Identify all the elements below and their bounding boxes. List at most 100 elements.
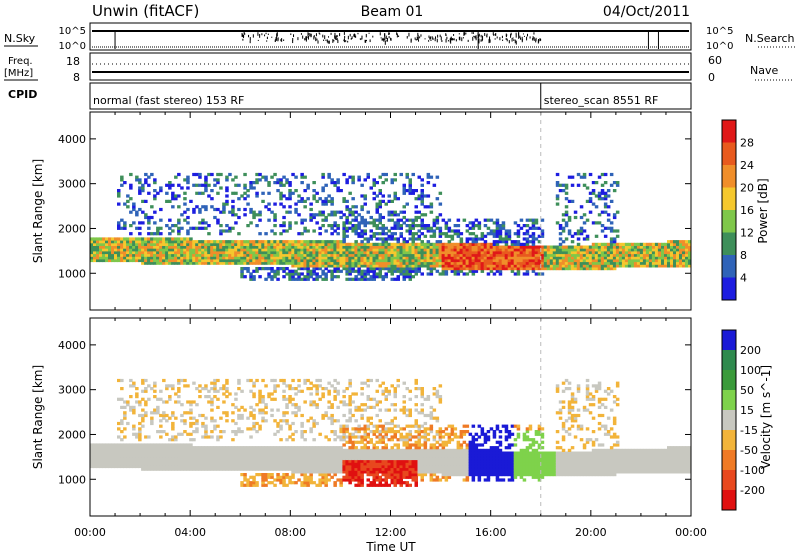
heatmap-cell bbox=[324, 478, 328, 482]
heatmap-cell bbox=[327, 416, 331, 420]
heatmap-cell bbox=[462, 250, 467, 255]
heatmap-cell bbox=[465, 242, 470, 246]
heatmap-cell bbox=[567, 264, 572, 268]
heatmap-cell bbox=[450, 269, 455, 273]
heatmap-cell bbox=[342, 256, 346, 260]
heatmap-cell bbox=[501, 267, 506, 271]
heatmap-cell bbox=[447, 218, 452, 222]
heatmap-cell bbox=[264, 462, 268, 466]
heatmap-cell bbox=[201, 435, 205, 439]
heatmap-cell bbox=[510, 245, 515, 249]
heatmap-cell bbox=[150, 256, 154, 260]
heatmap-cell bbox=[354, 419, 358, 423]
heatmap-cell bbox=[222, 462, 226, 466]
heatmap-cell bbox=[246, 454, 250, 458]
heatmap-cell bbox=[207, 435, 211, 439]
heatmap-cell bbox=[303, 481, 307, 485]
heatmap-cell bbox=[489, 229, 494, 233]
heatmap-cell bbox=[621, 264, 626, 268]
heatmap-cell bbox=[291, 397, 295, 401]
heatmap-cell bbox=[219, 448, 223, 452]
heatmap-cell bbox=[282, 481, 286, 485]
heatmap-cell bbox=[159, 240, 163, 244]
heatmap-cell bbox=[153, 189, 157, 193]
heatmap-cell bbox=[156, 237, 160, 241]
heatmap-cell bbox=[492, 221, 497, 225]
heatmap-cell bbox=[378, 245, 382, 249]
heatmap-cell bbox=[264, 459, 268, 463]
heatmap-cell bbox=[294, 269, 298, 273]
heatmap-cell bbox=[270, 448, 274, 452]
heatmap-cell bbox=[501, 226, 506, 230]
heatmap-cell bbox=[225, 413, 229, 418]
heatmap-cell bbox=[99, 462, 103, 466]
heatmap-cell bbox=[393, 178, 397, 182]
heatmap-cell bbox=[108, 256, 112, 260]
heatmap-cell bbox=[393, 224, 397, 228]
heatmap-cell bbox=[261, 481, 265, 485]
heatmap-cell bbox=[216, 181, 220, 185]
noise-sample bbox=[365, 39, 367, 42]
heatmap-cell bbox=[183, 443, 187, 447]
heatmap-cell bbox=[516, 232, 521, 236]
heatmap-cell bbox=[297, 446, 301, 450]
heatmap-cell bbox=[297, 264, 301, 268]
heatmap-cell bbox=[375, 242, 379, 246]
heatmap-cell bbox=[453, 250, 458, 255]
heatmap-cell bbox=[402, 261, 406, 265]
heatmap-cell bbox=[495, 245, 500, 249]
heatmap-cell bbox=[345, 451, 349, 455]
heatmap-cell bbox=[111, 456, 115, 461]
heatmap-cell bbox=[210, 456, 214, 461]
heatmap-cell bbox=[240, 194, 244, 198]
heatmap-cell bbox=[147, 462, 151, 466]
heatmap-cell bbox=[150, 419, 154, 423]
heatmap-cell bbox=[189, 411, 193, 415]
heatmap-cell bbox=[393, 210, 397, 214]
heatmap-cell bbox=[117, 189, 121, 193]
heatmap-cell bbox=[183, 384, 187, 388]
heatmap-cell bbox=[378, 258, 382, 263]
heatmap-cell bbox=[561, 226, 566, 230]
heatmap-cell bbox=[351, 175, 355, 179]
heatmap-cell bbox=[261, 175, 265, 179]
noise-sample bbox=[519, 35, 521, 39]
heatmap-cell bbox=[585, 253, 590, 257]
heatmap-cell bbox=[531, 258, 536, 263]
heatmap-cell bbox=[471, 226, 476, 230]
heatmap-cell bbox=[141, 248, 145, 252]
heatmap-cell bbox=[258, 408, 262, 412]
heatmap-cell bbox=[99, 237, 103, 241]
heatmap-cell bbox=[303, 483, 307, 487]
heatmap-cell bbox=[228, 467, 232, 471]
heatmap-cell bbox=[417, 194, 421, 198]
noise-sample bbox=[515, 40, 517, 45]
heatmap-cell bbox=[273, 269, 277, 273]
heatmap-cell bbox=[624, 250, 629, 255]
heatmap-cell bbox=[171, 462, 175, 466]
heatmap-cell bbox=[606, 256, 611, 260]
heatmap-cell bbox=[531, 218, 536, 222]
heatmap-cell bbox=[348, 267, 352, 271]
heatmap-cell bbox=[531, 234, 536, 238]
heatmap-cell bbox=[276, 456, 280, 461]
heatmap-cell bbox=[276, 459, 280, 463]
heatmap-cell bbox=[657, 253, 662, 257]
heatmap-cell bbox=[609, 245, 614, 249]
heatmap-cell bbox=[123, 253, 127, 257]
heatmap-cell bbox=[267, 267, 271, 271]
heatmap-cell bbox=[102, 443, 106, 447]
heatmap-cell bbox=[321, 189, 325, 193]
heatmap-cell bbox=[255, 194, 259, 198]
heatmap-cell bbox=[132, 411, 136, 415]
heatmap-cell bbox=[303, 400, 307, 404]
heatmap-cell bbox=[135, 250, 139, 255]
heatmap-cell bbox=[432, 261, 437, 265]
noise-sample bbox=[398, 35, 400, 38]
heatmap-cell bbox=[132, 381, 136, 385]
heatmap-cell bbox=[303, 456, 307, 461]
heatmap-cell bbox=[276, 277, 280, 281]
heatmap-cell bbox=[501, 264, 506, 268]
heatmap-cell bbox=[198, 210, 202, 214]
heatmap-cell bbox=[252, 250, 256, 255]
